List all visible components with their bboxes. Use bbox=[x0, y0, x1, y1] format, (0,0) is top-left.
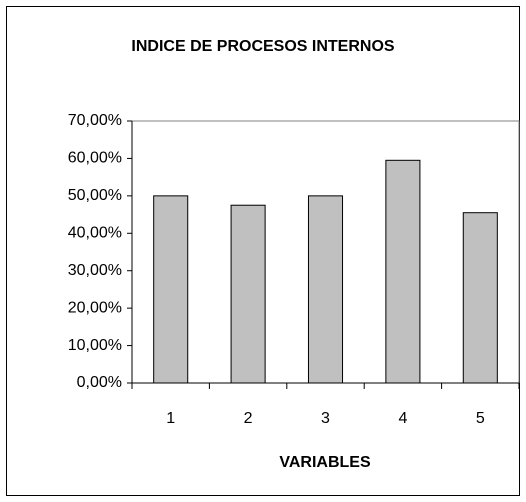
x-tick-label: 1 bbox=[166, 410, 175, 427]
x-tick-label: 3 bbox=[321, 410, 330, 427]
x-axis-title: VARIABLES bbox=[279, 454, 371, 471]
y-tick-label: 0,00% bbox=[77, 374, 122, 391]
y-tick-label: 20,00% bbox=[68, 299, 122, 316]
y-tick-label: 40,00% bbox=[68, 225, 122, 242]
bar bbox=[307, 195, 344, 384]
y-tick-label: 60,00% bbox=[68, 150, 122, 167]
chart-title: INDICE DE PROCESOS INTERNOS bbox=[131, 38, 394, 55]
bar bbox=[385, 159, 421, 384]
y-tick-label: 50,00% bbox=[68, 187, 122, 204]
bar bbox=[153, 195, 189, 384]
y-tick-label: 30,00% bbox=[68, 262, 122, 279]
x-tick-label: 2 bbox=[244, 410, 253, 427]
bar bbox=[230, 204, 266, 384]
x-tick-label: 4 bbox=[398, 410, 407, 427]
y-tick-label: 70,00% bbox=[68, 112, 122, 129]
x-tick-label: 5 bbox=[476, 410, 485, 427]
bar bbox=[462, 212, 498, 384]
y-tick-label: 10,00% bbox=[68, 337, 122, 354]
